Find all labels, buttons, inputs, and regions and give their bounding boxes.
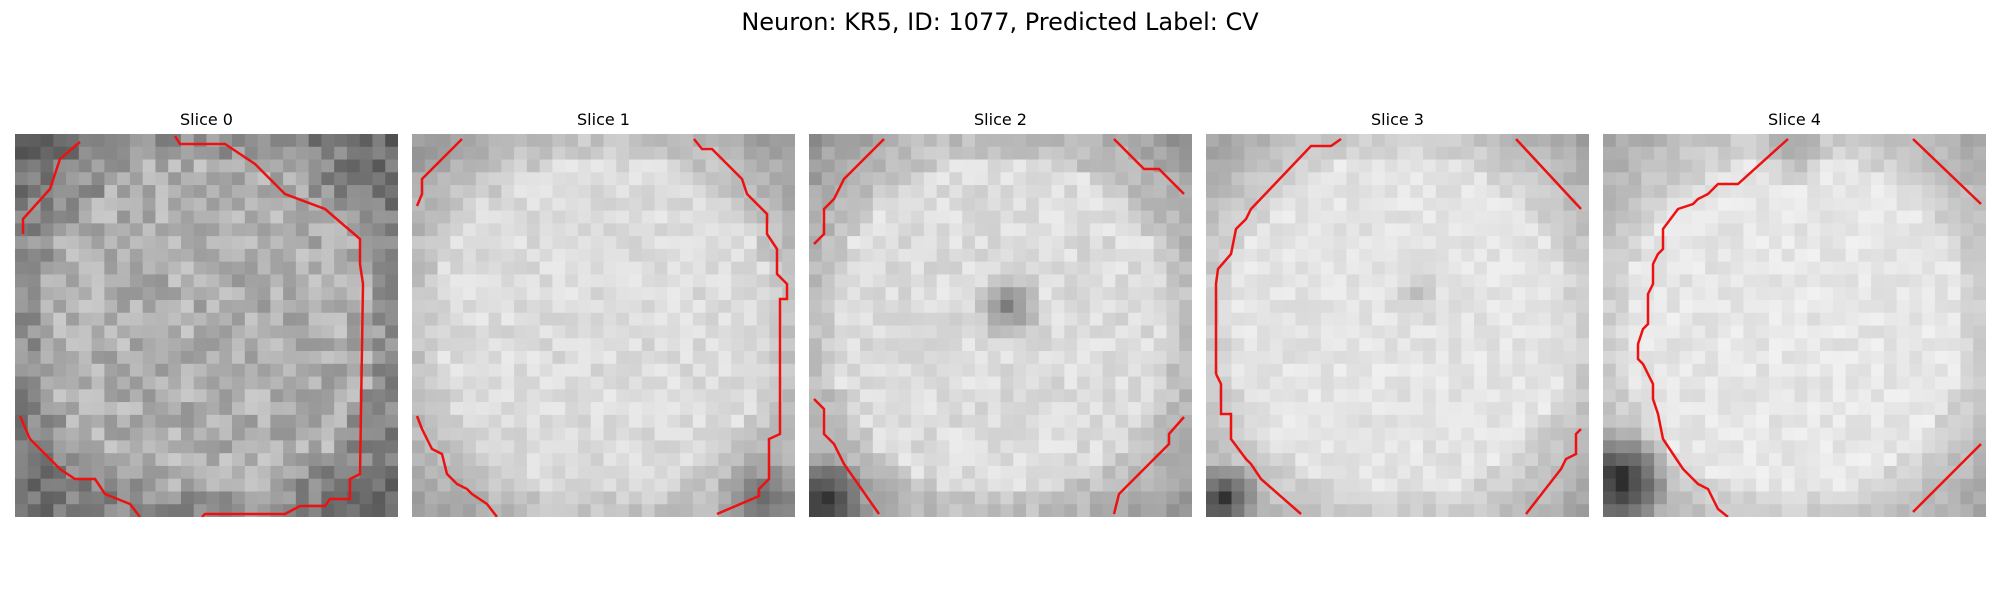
- cell-contour: [693, 138, 789, 516]
- cell-contour: [813, 138, 885, 245]
- cell-contour: [415, 138, 463, 207]
- cell-contour: [173, 135, 365, 517]
- slice-title: Slice 4: [1768, 110, 1821, 129]
- cell-contour: [813, 398, 881, 515]
- slice-pixels: [1206, 134, 1589, 517]
- slice-pixels: [412, 134, 795, 517]
- cell-contour: [18, 415, 141, 517]
- slice-image-3: [1206, 134, 1589, 517]
- cell-contour: [1912, 138, 1982, 205]
- slice-image-2: [809, 134, 1192, 517]
- slice-pixels: [1603, 134, 1986, 517]
- cell-contour: [1636, 138, 1789, 517]
- slice-title: Slice 0: [180, 110, 233, 129]
- slice-pixels: [809, 134, 1192, 517]
- slice-image-4: [1603, 134, 1986, 517]
- cell-contour: [21, 141, 81, 234]
- cell-contour: [1214, 373, 1302, 515]
- figure-title: Neuron: KR5, ID: 1077, Predicted Label: …: [741, 8, 1259, 36]
- cell-contour: [1112, 416, 1185, 515]
- cell-contour: [1525, 428, 1582, 515]
- slice-image-1: [412, 134, 795, 517]
- cell-contour: [415, 415, 498, 517]
- slice-image-0: [15, 134, 398, 517]
- slice-title: Slice 3: [1371, 110, 1424, 129]
- slice-pixels: [15, 134, 398, 517]
- cell-contour: [1515, 138, 1582, 210]
- cell-contour: [1912, 443, 1982, 513]
- cell-contour: [1113, 138, 1185, 195]
- cell-contour: [1214, 137, 1342, 374]
- slice-title: Slice 1: [577, 110, 630, 129]
- slice-title: Slice 2: [974, 110, 1027, 129]
